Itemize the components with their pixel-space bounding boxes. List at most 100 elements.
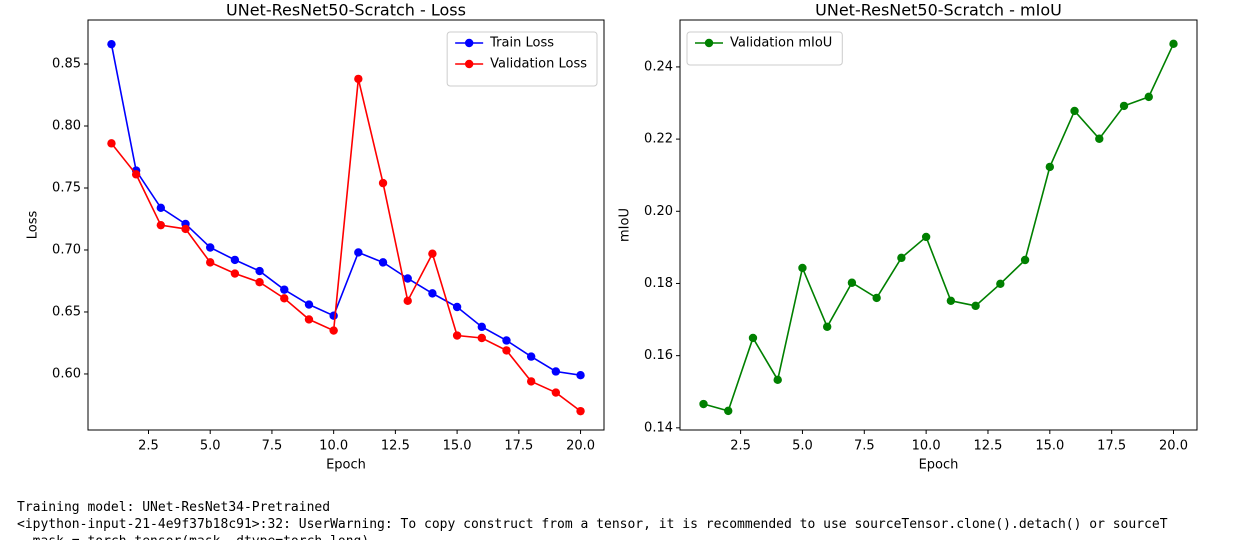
- data-point: [255, 266, 264, 276]
- y-axis-label: mIoU: [618, 208, 633, 242]
- data-point: [156, 220, 166, 230]
- legend-marker: [464, 59, 474, 69]
- data-point: [107, 39, 116, 49]
- console-line: Training model: UNet-ResNet34-Pretrained: [17, 500, 331, 515]
- chart-title: UNet-ResNet50-Scratch - mIoU: [815, 1, 1062, 20]
- data-point: [1020, 255, 1030, 265]
- legend: Train Loss Validation Loss: [446, 31, 598, 87]
- data-point: [477, 322, 486, 332]
- data-point: [255, 278, 264, 287]
- y-tick-label: 0.60: [52, 366, 81, 381]
- x-axis-label: Epoch: [919, 458, 959, 473]
- data-point: [304, 300, 314, 309]
- x-tick-label: 2.5: [730, 439, 751, 454]
- data-point: [329, 326, 338, 335]
- y-tick-label: 0.22: [644, 132, 673, 147]
- console-line: <ipython-input-21-4e9f37b18c91>:32: User…: [17, 517, 1168, 532]
- data-point: [551, 388, 561, 397]
- data-point: [971, 301, 980, 311]
- data-point: [107, 139, 116, 148]
- data-point: [1095, 134, 1104, 143]
- data-point: [798, 263, 807, 273]
- x-tick-label: 5.0: [200, 439, 221, 454]
- data-point: [206, 243, 215, 252]
- x-tick-label: 20.0: [1159, 439, 1188, 454]
- x-tick-label: 10.0: [912, 439, 941, 454]
- chart-title: UNet-ResNet50-Scratch - Loss: [226, 1, 466, 20]
- x-axis-label: Epoch: [326, 458, 366, 473]
- data-point: [872, 293, 881, 303]
- y-tick-label: 0.70: [52, 242, 81, 257]
- data-point: [526, 352, 536, 361]
- legend-label: Validation mIoU: [730, 36, 832, 51]
- plot-frame: [679, 19, 1198, 431]
- data-point: [280, 285, 289, 294]
- data-point: [230, 269, 240, 278]
- x-tick-label: 7.5: [854, 439, 875, 454]
- data-point: [576, 406, 585, 416]
- y-tick-label: 0.75: [52, 180, 81, 195]
- data-point: [477, 333, 486, 343]
- data-line: [703, 43, 1175, 412]
- y-axis-label: Loss: [26, 211, 41, 240]
- data-point: [773, 375, 782, 385]
- legend-label: Train Loss: [489, 36, 554, 51]
- data-point: [502, 336, 511, 345]
- data-point: [897, 253, 906, 263]
- data-point: [576, 371, 585, 380]
- x-tick-label: 7.5: [262, 439, 283, 454]
- data-point: [551, 367, 561, 376]
- data-point: [1070, 106, 1079, 116]
- data-point: [354, 248, 363, 257]
- y-tick-label: 0.65: [52, 304, 81, 319]
- legend-frame: [686, 31, 843, 66]
- data-point: [452, 302, 462, 312]
- charts: UNet-ResNet50-Scratch - Loss Epoch Loss 2.5…: [26, 1, 1198, 473]
- x-tick-label: 5.0: [792, 439, 813, 454]
- data-point: [329, 311, 338, 320]
- legend-marker: [704, 38, 714, 48]
- data-point: [131, 170, 141, 179]
- x-tick-label: 10.0: [319, 439, 348, 454]
- data-point: [946, 296, 956, 305]
- x-tick-label: 2.5: [138, 439, 159, 454]
- x-tick-label: 15.0: [1035, 439, 1064, 454]
- plot-frame: [87, 19, 605, 431]
- legend: Validation mIoU: [686, 31, 843, 66]
- data-point: [181, 224, 190, 234]
- x-tick-label: 15.0: [443, 439, 472, 454]
- x-tick-label: 17.5: [1097, 439, 1126, 454]
- y-tick-label: 0.80: [52, 119, 81, 134]
- y-tick-label: 0.14: [644, 420, 673, 435]
- data-point: [403, 296, 412, 306]
- x-tick-label: 20.0: [566, 439, 595, 454]
- console-output: Training model: UNet-ResNet34-Pretrained…: [17, 482, 1252, 540]
- data-point: [699, 399, 708, 409]
- data-line: [110, 44, 581, 376]
- y-tick-label: 0.20: [644, 204, 673, 219]
- data-point: [921, 232, 931, 242]
- data-line: [110, 78, 582, 412]
- legend-frame: [446, 31, 598, 87]
- console-line: mask = torch.tensor(mask, dtype=torch.lo…: [17, 533, 1252, 540]
- data-point: [378, 258, 388, 267]
- data-point: [230, 255, 240, 265]
- data-point: [1144, 92, 1153, 102]
- data-point: [403, 274, 412, 283]
- data-point: [502, 346, 511, 355]
- data-point: [996, 279, 1005, 289]
- x-tick-label: 17.5: [504, 439, 533, 454]
- y-tick-label: 0.16: [644, 348, 673, 363]
- y-tick-label: 0.85: [52, 57, 81, 72]
- data-point: [847, 278, 857, 287]
- data-point: [428, 249, 437, 258]
- data-point: [428, 289, 437, 298]
- legend-label: Validation Loss: [490, 57, 587, 72]
- data-point: [1169, 39, 1178, 49]
- data-point: [526, 377, 536, 386]
- data-point: [206, 258, 215, 267]
- data-point: [354, 74, 363, 84]
- data-point: [452, 331, 462, 340]
- data-point: [1119, 101, 1129, 111]
